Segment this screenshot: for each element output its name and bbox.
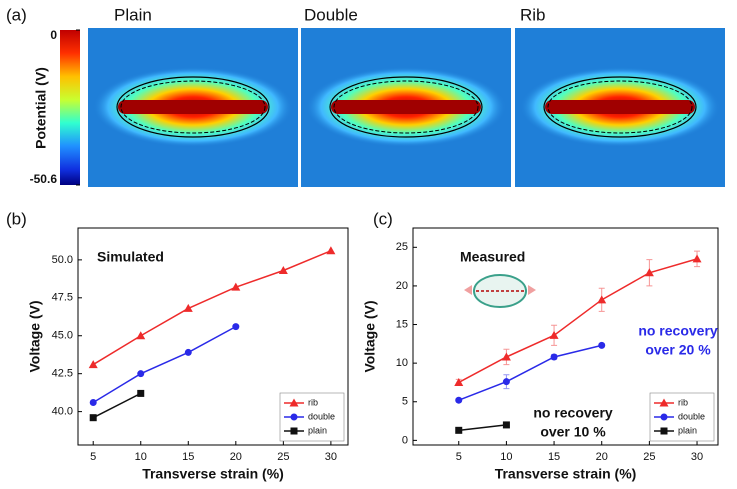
marker (549, 330, 559, 339)
x-tick-label: 30 (325, 451, 337, 463)
marker (598, 341, 606, 349)
marker (692, 254, 702, 263)
x-tick-label: 25 (277, 451, 289, 463)
y-tick-label: 25 (396, 241, 408, 253)
series-line (458, 344, 602, 401)
marker (501, 352, 511, 361)
panel-label: (a) (6, 5, 27, 24)
series-line (92, 325, 237, 404)
y-tick-label: 15 (396, 318, 408, 330)
plot-frame (77, 227, 349, 446)
legend-marker (289, 398, 299, 407)
marker (455, 426, 463, 434)
x-axis-label: Transverse strain (%) (495, 466, 637, 482)
marker (597, 295, 607, 304)
legend-label: plain (678, 425, 697, 435)
legend-marker (659, 398, 669, 407)
colorbar-title: Potential (V) (33, 67, 49, 149)
marker (231, 282, 241, 291)
marker (136, 331, 146, 340)
y-axis-label: Voltage (V) (27, 300, 43, 372)
series-line (92, 392, 142, 419)
marker (183, 303, 193, 312)
legend-marker (660, 413, 668, 421)
panel-title: Rib (520, 5, 546, 24)
marker (88, 360, 98, 369)
marker (644, 268, 654, 277)
x-tick-label: 20 (596, 451, 608, 463)
y-tick-label: 40.0 (52, 406, 73, 418)
panel-label: (b) (6, 209, 27, 228)
y-tick-label: 5 (402, 396, 408, 408)
x-tick-label: 10 (500, 451, 512, 463)
annotation: no recovery (533, 405, 613, 421)
annotation: no recovery (638, 323, 718, 339)
legend-marker (660, 427, 668, 435)
legend-marker (290, 413, 298, 421)
marker (89, 414, 97, 422)
marker (550, 353, 558, 361)
y-axis-label: Voltage (V) (362, 300, 378, 372)
series-line (458, 258, 698, 384)
marker (137, 370, 145, 378)
panel-label: (c) (373, 209, 393, 228)
y-tick-label: 0 (402, 434, 408, 446)
annotation: Simulated (97, 249, 164, 265)
colorbar (60, 30, 80, 185)
marker (232, 323, 240, 331)
x-tick-label: 30 (691, 451, 703, 463)
marker (454, 377, 464, 386)
x-tick-label: 15 (548, 451, 560, 463)
x-axis-label: Transverse strain (%) (142, 466, 284, 482)
marker (184, 348, 192, 356)
series-line (92, 250, 332, 366)
annotation: Measured (460, 249, 525, 265)
plot-frame (412, 227, 719, 446)
legend-label: double (308, 411, 335, 421)
y-tick-label: 47.5 (52, 292, 73, 304)
x-tick-label: 20 (230, 451, 242, 463)
panel-title: Double (304, 5, 358, 24)
x-tick-label: 5 (456, 451, 462, 463)
marker (455, 396, 463, 404)
legend-marker (290, 427, 298, 435)
panel-title: Plain (114, 5, 152, 24)
x-tick-label: 25 (643, 451, 655, 463)
x-tick-label: 15 (182, 451, 194, 463)
y-tick-label: 20 (396, 280, 408, 292)
marker (278, 265, 288, 274)
marker (326, 246, 336, 255)
marker (89, 399, 97, 407)
y-tick-label: 42.5 (52, 368, 73, 380)
legend-label: rib (308, 397, 318, 407)
marker (137, 389, 145, 397)
y-tick-label: 50.0 (52, 254, 73, 266)
legend-label: plain (308, 425, 327, 435)
annotation: over 10 % (540, 424, 606, 440)
inset-illustration (464, 274, 536, 308)
marker (502, 378, 510, 386)
colorbar-tick-label: -50.6 (30, 172, 58, 186)
annotation: over 20 % (645, 342, 711, 358)
legend-label: double (678, 411, 705, 421)
field-image (300, 27, 512, 188)
y-tick-label: 10 (396, 357, 408, 369)
y-tick-label: 45.0 (52, 330, 73, 342)
series-line (458, 424, 507, 432)
x-tick-label: 5 (90, 451, 96, 463)
field-image (514, 27, 726, 188)
legend-label: rib (678, 397, 688, 407)
field-image (87, 27, 299, 188)
colorbar-tick-label: 0 (50, 28, 57, 42)
marker (502, 421, 510, 429)
x-tick-label: 10 (135, 451, 147, 463)
